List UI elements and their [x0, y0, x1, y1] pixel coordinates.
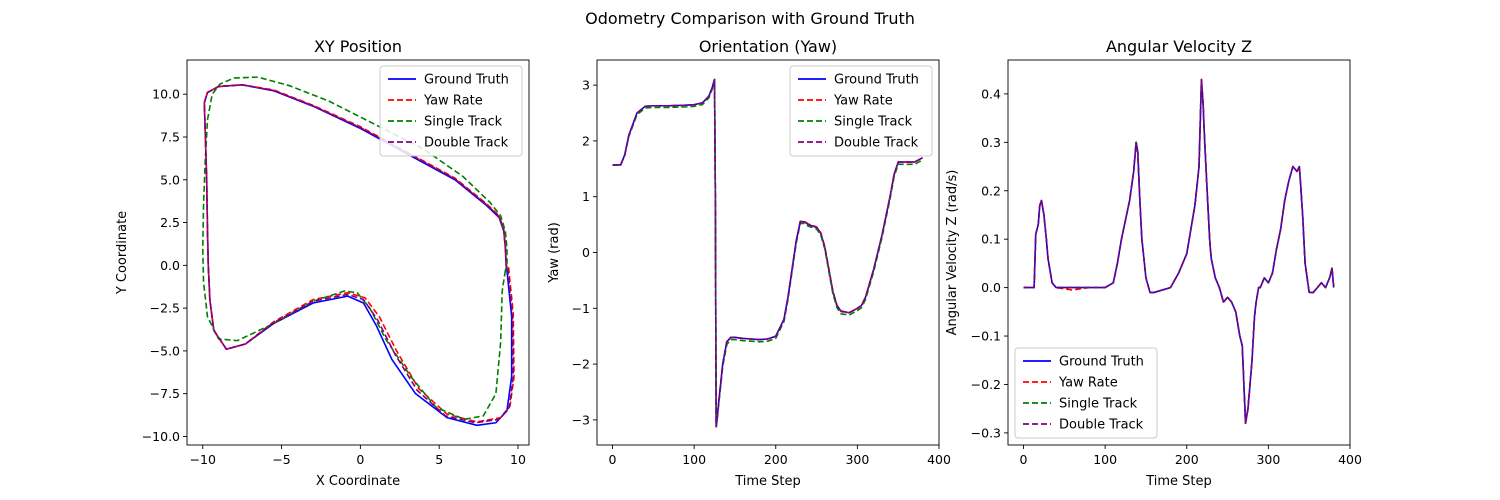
x-axis-label: X Coordinate	[316, 474, 400, 489]
x-tick-label: 100	[682, 452, 706, 467]
legend-entry: Single Track	[424, 115, 503, 130]
y-tick-label: 0.0	[160, 258, 180, 273]
series-group	[201, 76, 515, 427]
x-tick-label: 400	[927, 452, 951, 467]
legend-entry: Ground Truth	[1059, 355, 1144, 370]
y-tick-label: 7.5	[160, 130, 180, 145]
y-tick-label: 2.5	[160, 215, 180, 230]
series-line-double-track	[1023, 78, 1335, 425]
y-tick-label: 1	[582, 189, 590, 204]
panel-1: −10 −5 0 5 10 −10.0 −7.5 −5.0 −2.5 0.0 2.5 5.0 7.5 10…	[115, 37, 530, 489]
y-tick-label: 0.3	[981, 135, 1001, 150]
x-tick-label: 0	[356, 452, 364, 467]
legend-entry: Single Track	[834, 115, 913, 130]
x-tick-label: 100	[1093, 452, 1117, 467]
legend: Ground Truth Yaw Rate Single Track Double T…	[379, 65, 523, 157]
y-tick-label: 3	[582, 78, 590, 93]
legend-entry: Yaw Rate	[1058, 376, 1118, 391]
x-tick-label: −10	[190, 452, 216, 467]
legend-entry: Ground Truth	[834, 73, 919, 88]
series-line-double-track	[203, 84, 515, 424]
x-tick-label: 200	[764, 452, 788, 467]
legend-entry: Yaw Rate	[833, 94, 893, 109]
y-tick-label: −0.2	[971, 377, 1001, 392]
panel-title: XY Position	[314, 37, 402, 56]
series-line-single-track	[612, 79, 924, 429]
panel-2: 0 100 200 300 400 −3 −2 −1 0 1 2 3 Orientation (Yaw)…	[547, 37, 951, 489]
y-tick-label: −7.5	[150, 386, 180, 401]
panel-3: 0 100 200 300 400 −0.3 −0.2 −0.1 0.0 0.1 0.2 0.3 0.4…	[945, 37, 1362, 489]
x-tick-label: 5	[435, 452, 443, 467]
y-tick-label: 2	[582, 133, 590, 148]
axes-frame	[1007, 59, 1351, 446]
legend: Ground Truth Yaw Rate Single Track Double T…	[1014, 347, 1158, 439]
panels: −10 −5 0 5 10−10.0−7.5−5.0−2.50.02.55.07.510…	[115, 37, 1362, 489]
y-tick-label: 0.4	[981, 86, 1001, 101]
x-tick-label: 300	[845, 452, 869, 467]
y-tick-label: −2	[572, 357, 590, 372]
legend-entry: Yaw Rate	[423, 94, 483, 109]
x-tick-label: 200	[1175, 452, 1199, 467]
y-tick-label: 0.2	[981, 183, 1001, 198]
x-tick-label: 0	[1020, 452, 1028, 467]
legend-entry: Double Track	[834, 136, 919, 151]
series-line-single-track	[201, 76, 508, 421]
y-tick-label: −10.0	[142, 429, 180, 444]
y-axis-label: Angular Velocity Z (rad/s)	[945, 170, 960, 336]
y-tick-label: 5.0	[160, 172, 180, 187]
panel-title: Orientation (Yaw)	[699, 37, 837, 56]
y-axis-label: Yaw (rad)	[547, 222, 562, 284]
y-tick-label: 10.0	[152, 87, 180, 102]
x-tick-label: −5	[272, 452, 290, 467]
legend-entry: Ground Truth	[424, 73, 509, 88]
y-tick-label: −1	[572, 301, 590, 316]
y-tick-label: −0.3	[971, 425, 1001, 440]
y-tick-label: −5.0	[150, 343, 180, 358]
x-tick-label: 0	[609, 452, 617, 467]
x-axis-label: Time Step	[734, 474, 801, 489]
legend: Ground Truth Yaw Rate Single Track Double T…	[789, 65, 933, 157]
legend-entry: Double Track	[424, 136, 509, 151]
legend-box	[789, 65, 933, 157]
x-tick-label: 400	[1338, 452, 1362, 467]
series-line-double-track	[612, 78, 924, 428]
series-group	[1023, 78, 1335, 425]
series-group	[612, 78, 924, 429]
x-tick-label: 10	[510, 452, 526, 467]
y-axis-label: Y Coordinate	[115, 211, 130, 295]
y-tick-label: 0.1	[981, 232, 1001, 247]
panel-title: Angular Velocity Z	[1106, 37, 1252, 56]
y-tick-label: −3	[572, 412, 590, 427]
x-tick-label: 300	[1256, 452, 1280, 467]
y-tick-label: −2.5	[150, 301, 180, 316]
legend-box	[1014, 347, 1158, 439]
y-tick-label: 0.0	[981, 280, 1001, 295]
figure-suptitle: Odometry Comparison with Ground Truth	[585, 9, 915, 28]
legend-box	[379, 65, 523, 157]
legend-entry: Single Track	[1059, 397, 1138, 412]
axes-frame	[186, 59, 530, 446]
legend-entry: Double Track	[1059, 418, 1144, 433]
y-tick-label: 0	[582, 245, 590, 260]
x-axis-label: Time Step	[1145, 474, 1212, 489]
y-tick-label: −0.1	[971, 329, 1001, 344]
